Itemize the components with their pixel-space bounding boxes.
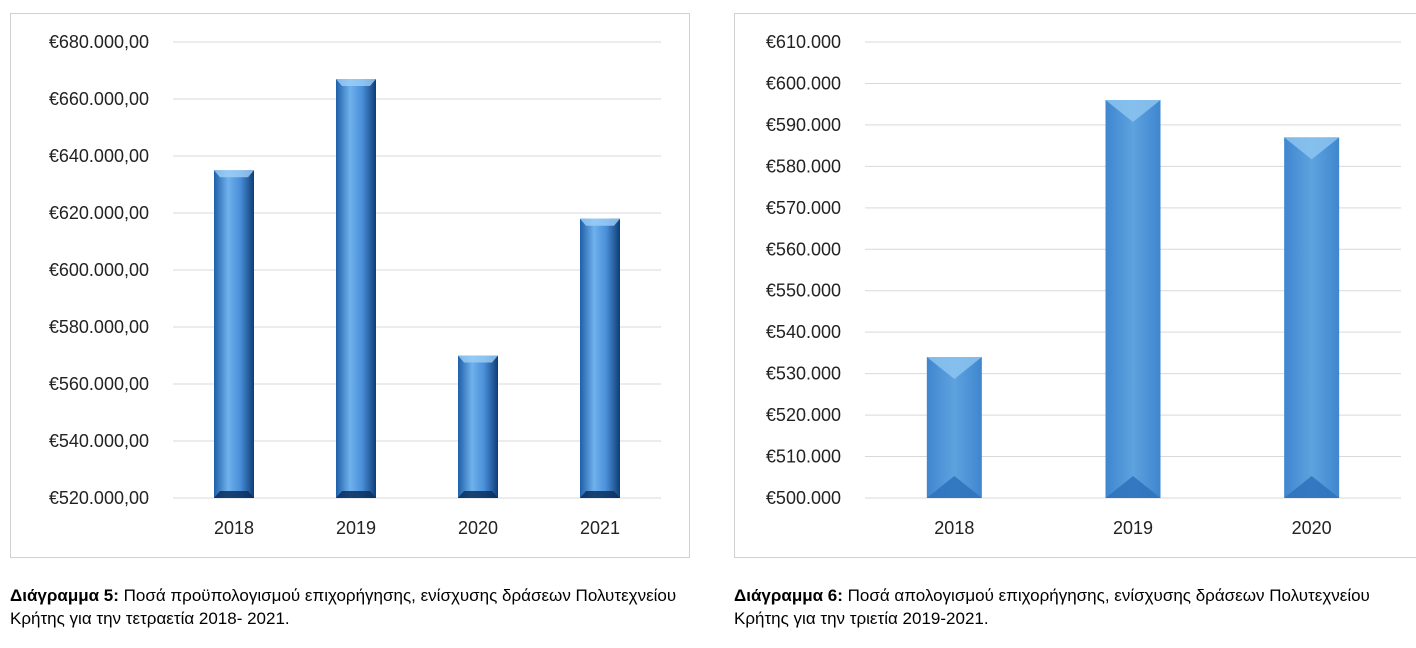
x-tick-label: 2019	[1113, 518, 1153, 538]
y-tick-label: €590.000	[766, 115, 841, 135]
y-tick-label: €570.000	[766, 198, 841, 218]
bar-bottom-facet	[1284, 476, 1340, 498]
y-tick-label: €500.000	[766, 488, 841, 508]
y-tick-label: €620.000,00	[49, 203, 149, 223]
x-tick-label: 2021	[580, 518, 620, 538]
y-tick-label: €600.000,00	[49, 260, 149, 280]
bar-2021	[580, 218, 620, 498]
bar-2020	[1284, 137, 1340, 498]
caption-chart-5: Διάγραμμα 5: Ποσά προϋπολογισμού επιχορή…	[10, 584, 690, 630]
y-tick-label: €640.000,00	[49, 146, 149, 166]
bar-bottom-facet	[926, 476, 982, 498]
caption-label: Διάγραμμα 6:	[734, 586, 843, 605]
bar-top-bevel	[458, 355, 498, 363]
x-tick-label: 2018	[214, 518, 254, 538]
bar-2020	[458, 355, 498, 498]
bar-top-bevel	[580, 218, 620, 226]
chart-1-svg: €680.000,00 €660.000,00 €640.000,00 €620.00…	[49, 32, 661, 538]
bar-bottom-facet	[1105, 476, 1161, 498]
caption-chart-6: Διάγραμμα 6: Ποσά απολογισμού επιχορήγησ…	[734, 584, 1414, 630]
bar-2018	[926, 357, 982, 498]
y-tick-label: €530.000	[766, 364, 841, 384]
caption-text: Ποσά απολογισμού επιχορήγησης, ενίσχυσης…	[734, 586, 1370, 628]
bar-top-facet	[1284, 137, 1340, 160]
y-tick-label: €610.000	[766, 32, 841, 52]
y-tick-label: €540.000,00	[49, 431, 149, 451]
x-tick-label: 2020	[1292, 518, 1332, 538]
x-tick-label: 2018	[934, 518, 974, 538]
chart-panel-1: €680.000,00 €660.000,00 €640.000,00 €620.00…	[10, 13, 690, 558]
caption-text: Ποσά προϋπολογισμού επιχορήγησης, ενίσχυ…	[10, 586, 677, 628]
y-tick-label: €550.000	[766, 281, 841, 301]
y-tick-label: €580.000	[766, 156, 841, 176]
y-tick-label: €540.000	[766, 322, 841, 342]
bar-top-facet	[1105, 100, 1161, 123]
y-tick-label: €580.000,00	[49, 317, 149, 337]
x-tick-label: 2019	[336, 518, 376, 538]
y-tick-label: €560.000,00	[49, 374, 149, 394]
chart-panel-2: €610.000 €600.000 €590.000 €580.000 €570.000…	[734, 13, 1416, 558]
bar-bottom-bevel	[214, 491, 254, 498]
bar-top-bevel	[336, 79, 376, 87]
x-tick-label: 2020	[458, 518, 498, 538]
y-tick-label: €680.000,00	[49, 32, 149, 52]
y-tick-label: €520.000	[766, 405, 841, 425]
bar-top-bevel	[214, 170, 254, 178]
chart-2-svg: €610.000 €600.000 €590.000 €580.000 €570.000…	[766, 32, 1401, 538]
y-tick-label: €510.000	[766, 447, 841, 467]
y-tick-label: €660.000,00	[49, 89, 149, 109]
y-tick-label: €560.000	[766, 239, 841, 259]
y-tick-label: €600.000	[766, 73, 841, 93]
bar-2019	[1105, 100, 1161, 498]
bar-bottom-bevel	[580, 491, 620, 498]
bar-bottom-bevel	[458, 491, 498, 498]
caption-label: Διάγραμμα 5:	[10, 586, 119, 605]
y-tick-label: €520.000,00	[49, 488, 149, 508]
bar-2019	[336, 79, 376, 499]
bar-2018	[214, 170, 254, 498]
bar-top-facet	[926, 357, 982, 380]
bar-bottom-bevel	[336, 491, 376, 498]
